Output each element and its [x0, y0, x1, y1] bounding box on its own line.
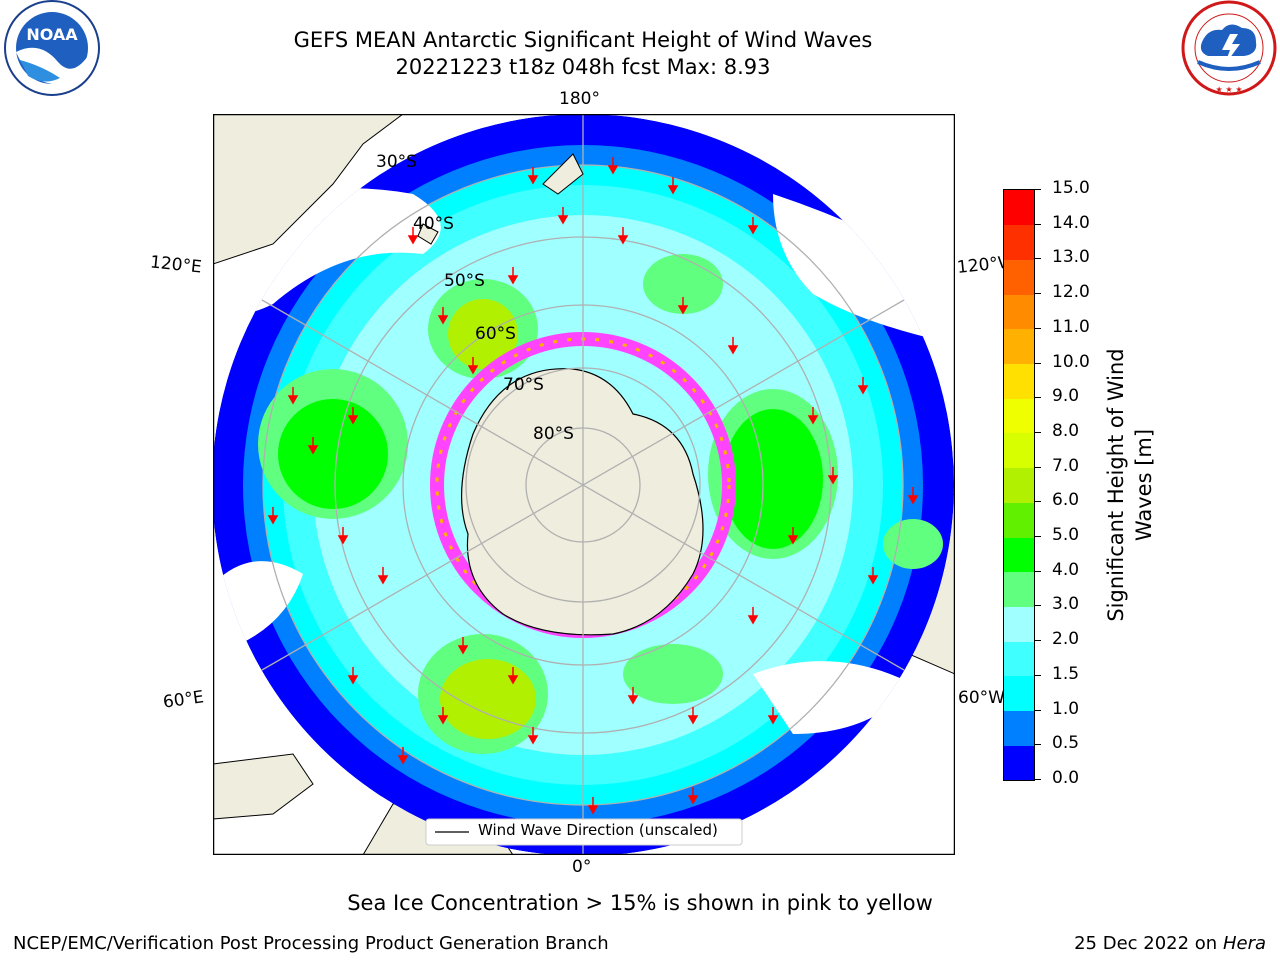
footer-right: 25 Dec 2022 on Hera [1074, 933, 1266, 954]
colorbar-segment [1004, 328, 1034, 365]
colorbar [1003, 189, 1035, 781]
colorbar-tick-mark [1034, 605, 1041, 607]
colorbar-tick-label: 3.0 [1052, 594, 1080, 615]
colorbar-tick-mark [1034, 431, 1041, 433]
colorbar-tick-mark [1034, 293, 1041, 295]
nws-logo: ★ ★ ★ [1181, 0, 1277, 96]
footer-date: 25 Dec 2022 on [1074, 933, 1218, 954]
lon-label-60w: 60°W [958, 688, 1005, 708]
lon-label-60e: 60°E [161, 687, 206, 713]
colorbar-segment [1004, 363, 1034, 399]
land-australia [213, 114, 404, 265]
colorbar-tick-mark [1034, 223, 1041, 225]
lat-label-40s: 40°S [413, 214, 454, 234]
footer-machine: Hera [1222, 933, 1266, 954]
footer-left: NCEP/EMC/Verification Post Processing Pr… [13, 933, 609, 954]
colorbar-tick-mark [1034, 327, 1041, 329]
colorbar-label-line2: Waves [m] [1132, 428, 1156, 542]
colorbar-tick-mark [1034, 466, 1041, 468]
colorbar-segment [1004, 537, 1034, 573]
land-antarctica [460, 368, 704, 636]
colorbar-tick-label: 0.5 [1052, 733, 1080, 754]
colorbar-segment [1004, 224, 1034, 260]
colorbar-tick-label: 0.0 [1052, 768, 1080, 788]
colorbar-tick-mark [1034, 258, 1041, 260]
svg-text:★ ★ ★: ★ ★ ★ [1215, 85, 1242, 94]
colorbar-segment [1004, 259, 1034, 295]
colorbar-tick-label: 1.0 [1052, 698, 1080, 719]
lat-label-70s: 70°S [503, 375, 544, 395]
colorbar-segment [1004, 571, 1034, 607]
colorbar-tick-mark [1034, 709, 1041, 711]
colorbar-tick-label: 15.0 [1052, 178, 1090, 198]
sea-ice-note: Sea Ice Concentration > 15% is shown in … [347, 891, 933, 915]
colorbar-tick-mark [1034, 189, 1041, 190]
lon-label-120e: 120°E [149, 252, 203, 278]
colorbar-tick-label: 10.0 [1052, 351, 1090, 372]
colorbar-tick-mark [1034, 744, 1041, 746]
colorbar-tick-mark [1034, 640, 1041, 642]
colorbar-segment [1004, 398, 1034, 434]
colorbar-tick-label: 2.0 [1052, 629, 1080, 650]
colorbar-tick-mark [1034, 362, 1041, 364]
colorbar-tick-mark [1034, 397, 1041, 399]
legend-label: Wind Wave Direction (unscaled) [478, 821, 718, 839]
noaa-logo: NOAA [4, 0, 100, 96]
colorbar-tick-label: 14.0 [1052, 212, 1090, 233]
chart-title-line2: 20221223 t18z 048h fcst Max: 8.93 [395, 55, 771, 79]
colorbar-tick-label: 9.0 [1052, 386, 1080, 407]
colorbar-tick-mark [1034, 501, 1041, 503]
lon-label-180: 180° [559, 89, 600, 109]
colorbar-segment [1004, 641, 1034, 677]
colorbar-tick-label: 12.0 [1052, 282, 1090, 303]
colorbar-tick-label: 8.0 [1052, 420, 1080, 441]
lat-label-30s: 30°S [376, 152, 417, 172]
colorbar-tick-label: 1.5 [1052, 663, 1080, 684]
colorbar-tick-mark [1034, 536, 1041, 538]
colorbar-segment [1004, 432, 1034, 469]
lon-label-0: 0° [572, 857, 592, 877]
land-madagascar [213, 753, 314, 820]
lat-label-80s: 80°S [533, 424, 574, 444]
colorbar-tick-mark [1034, 779, 1041, 780]
colorbar-tick-label: 11.0 [1052, 316, 1090, 337]
colorbar-segment [1004, 745, 1034, 781]
lat-label-60s: 60°S [475, 324, 516, 344]
colorbar-tick-mark [1034, 674, 1041, 676]
colorbar-segment [1004, 675, 1034, 712]
polar-map [213, 114, 955, 855]
chart-title-line1: GEFS MEAN Antarctic Significant Height o… [293, 28, 873, 52]
colorbar-segment [1004, 294, 1034, 330]
colorbar-segment [1004, 710, 1034, 746]
colorbar-tick-label: 4.0 [1052, 559, 1080, 580]
colorbar-segment [1004, 190, 1034, 226]
graticule [213, 114, 954, 855]
colorbar-tick-label: 13.0 [1052, 247, 1090, 268]
lat-label-50s: 50°S [444, 271, 485, 291]
map-legend [425, 818, 743, 846]
noaa-logo-text: NOAA [26, 25, 78, 44]
colorbar-tick-label: 6.0 [1052, 490, 1080, 511]
colorbar-segment [1004, 606, 1034, 642]
colorbar-segment [1004, 502, 1034, 538]
colorbar-tick-mark [1034, 570, 1041, 572]
colorbar-segment [1004, 467, 1034, 503]
colorbar-tick-label: 7.0 [1052, 455, 1080, 476]
colorbar-tick-label: 5.0 [1052, 525, 1080, 546]
colorbar-label-line1: Significant Height of Wind [1104, 348, 1128, 622]
